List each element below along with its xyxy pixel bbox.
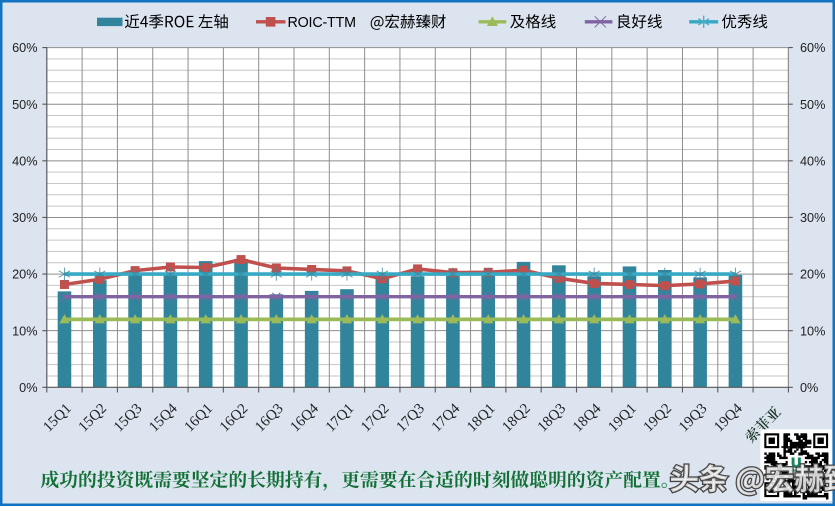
svg-text:40%: 40% xyxy=(800,154,825,168)
svg-text:30%: 30% xyxy=(800,211,825,225)
svg-text:0%: 0% xyxy=(19,381,37,395)
svg-text:ROIC-TTM: ROIC-TTM xyxy=(288,15,356,31)
svg-text:60%: 60% xyxy=(12,41,37,55)
svg-text:60%: 60% xyxy=(800,41,825,55)
svg-text:20%: 20% xyxy=(12,268,37,282)
svg-text:30%: 30% xyxy=(12,211,37,225)
svg-text:10%: 10% xyxy=(12,324,37,338)
svg-text:10%: 10% xyxy=(800,324,825,338)
svg-text:50%: 50% xyxy=(12,98,37,112)
svg-text:40%: 40% xyxy=(12,154,37,168)
svg-text:0%: 0% xyxy=(800,381,818,395)
svg-text:50%: 50% xyxy=(800,98,825,112)
svg-text:20%: 20% xyxy=(800,268,825,282)
